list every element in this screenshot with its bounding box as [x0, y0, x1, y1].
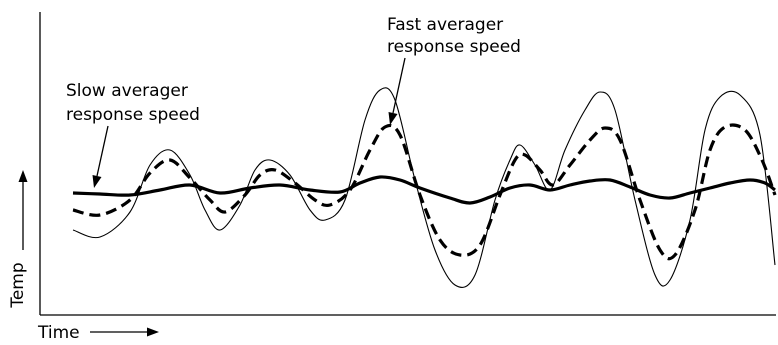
- annotation-slow-arrow-line: [96, 125, 109, 177]
- series-fast-averager: [72, 123, 777, 261]
- annotation-slow-line-2: response speed: [66, 105, 200, 125]
- annotation-slow: Slow averager response speed: [66, 81, 200, 188]
- y-axis-label: Temp: [8, 262, 28, 308]
- annotation-fast-arrow-line: [392, 57, 406, 114]
- annotation-slow-line-1: Slow averager: [66, 81, 188, 101]
- annotation-fast-arrow-head: [388, 112, 398, 125]
- series-layer: [72, 87, 777, 288]
- y-axis-arrow-head: [18, 170, 28, 182]
- annotation-fast-line-2: response speed: [387, 37, 521, 57]
- y-axis-label-group: Temp: [8, 170, 28, 309]
- axes: [39, 12, 776, 316]
- x-axis-label: Time: [37, 323, 80, 343]
- series-raw-temperature: [72, 87, 776, 288]
- x-axis-label-group: Time: [37, 323, 159, 343]
- annotation-slow-arrow-head: [92, 175, 102, 188]
- x-axis-arrow-head: [147, 327, 159, 337]
- series-slow-averager: [72, 175, 776, 205]
- annotation-fast-line-1: Fast averager: [387, 15, 503, 35]
- annotation-fast: Fast averager response speed: [387, 15, 521, 125]
